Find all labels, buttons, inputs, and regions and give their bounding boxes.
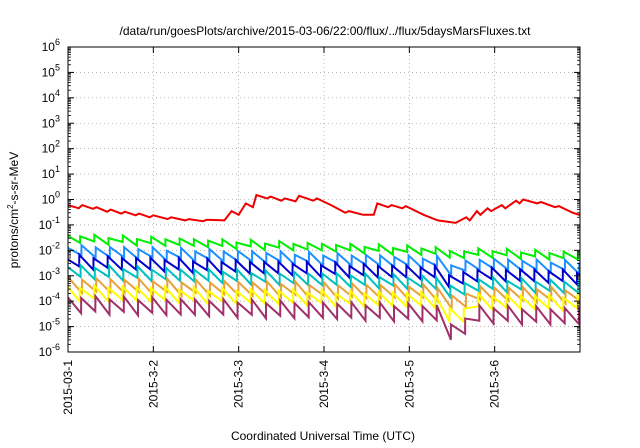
series-line-1 [68, 193, 580, 224]
chart-title: /data/run/goesPlots/archive/2015-03-06/2… [120, 24, 532, 38]
y-tick-exponent: 6 [55, 37, 60, 47]
y-axis-ticks: 10-610-510-410-310-210-11001011021031041… [39, 37, 580, 359]
y-tick-label: 10-2 [39, 240, 60, 257]
y-tick-base: 10 [42, 167, 56, 181]
y-tick-base: 10 [42, 91, 56, 105]
y-tick-base: 10 [42, 142, 56, 156]
y-tick-label: 102 [42, 139, 60, 156]
series-line-2 [68, 232, 580, 262]
y-tick-label: 101 [42, 164, 60, 181]
y-tick-label: 106 [42, 37, 60, 54]
x-tick-label: 2015-3-3 [232, 360, 246, 408]
y-tick-base: 10 [39, 269, 53, 283]
y-tick-base: 10 [39, 320, 53, 334]
y-tick-label: 104 [42, 88, 60, 105]
y-tick-base: 10 [42, 193, 56, 207]
y-tick-label: 10-6 [39, 342, 60, 359]
y-tick-label: 103 [42, 113, 60, 130]
y-tick-label: 105 [42, 62, 60, 79]
series-line-4 [68, 252, 580, 291]
y-tick-base: 10 [39, 294, 53, 308]
y-tick-exponent: 4 [55, 88, 60, 98]
series-line-7 [68, 282, 580, 326]
y-tick-exponent: -5 [52, 317, 60, 327]
y-axis-label: protons/cm2-s-sr-MeV [6, 152, 21, 268]
x-axis-ticks: 2015-03-1 2015-3-2 2015-3-3 2015-3-4 2015-3-… [61, 47, 502, 415]
y-tick-exponent: 1 [55, 164, 60, 174]
x-tick-label: 2015-3-6 [488, 360, 502, 408]
y-tick-exponent: 2 [55, 139, 60, 149]
y-tick-label: 10-3 [39, 266, 60, 283]
y-tick-label: 10-4 [39, 291, 60, 308]
y-tick-label: 100 [42, 190, 60, 207]
y-tick-exponent: 3 [55, 113, 60, 123]
y-tick-base: 10 [39, 345, 53, 359]
y-label-prefix: protons/cm [7, 209, 21, 268]
x-tick-label: 2015-3-2 [146, 360, 160, 408]
x-tick-label: 2015-3-4 [317, 360, 331, 408]
y-label-suffix: -s-sr-MeV [7, 152, 21, 205]
series-layer [68, 193, 580, 341]
y-tick-exponent: 5 [55, 62, 60, 72]
y-tick-base: 10 [42, 40, 56, 54]
series-line-5 [68, 262, 580, 301]
x-tick-label: 2015-03-1 [61, 360, 75, 415]
series-line-8 [68, 293, 580, 341]
y-tick-base: 10 [42, 116, 56, 130]
y-tick-exponent: 0 [55, 190, 60, 200]
series-line-6 [68, 275, 580, 312]
y-tick-label: 10-1 [39, 215, 60, 232]
x-axis-label: Coordinated Universal Time (UTC) [231, 429, 415, 443]
series-line-3 [68, 243, 580, 279]
x-tick-label: 2015-3-5 [402, 360, 416, 408]
y-tick-base: 10 [39, 243, 53, 257]
y-tick-exponent: -6 [52, 342, 60, 352]
y-tick-exponent: -3 [52, 266, 60, 276]
y-tick-exponent: -4 [52, 291, 60, 301]
y-tick-base: 10 [42, 65, 56, 79]
y-tick-exponent: -1 [52, 215, 60, 225]
y-label-superscript: 2 [6, 204, 15, 209]
y-tick-exponent: -2 [52, 240, 60, 250]
y-tick-base: 10 [39, 218, 53, 232]
y-tick-label: 10-5 [39, 317, 60, 334]
